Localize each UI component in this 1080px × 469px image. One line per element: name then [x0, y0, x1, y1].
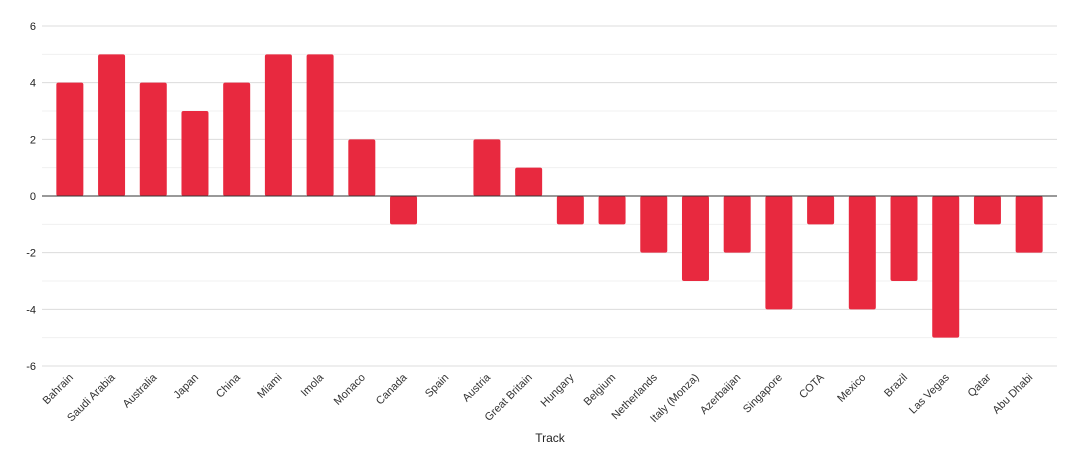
x-tick-label: Australia: [121, 371, 160, 410]
x-tick-label: Miami: [255, 372, 284, 401]
x-tick-label: Monaco: [332, 372, 368, 408]
bar[interactable]: [723, 196, 751, 253]
bar[interactable]: [515, 167, 543, 196]
bar[interactable]: [56, 82, 84, 196]
bar[interactable]: [473, 139, 501, 196]
bar[interactable]: [681, 196, 709, 281]
x-tick-label: Canada: [374, 371, 410, 407]
bar[interactable]: [932, 196, 960, 338]
x-tick-label: Las Vegas: [907, 371, 952, 416]
y-tick-label: 2: [30, 134, 36, 146]
bar[interactable]: [181, 111, 209, 196]
y-tick-label: 4: [30, 78, 36, 90]
y-tick-label: -2: [26, 248, 36, 260]
x-tick-label: Austria: [460, 371, 493, 404]
y-tick-label: 6: [30, 21, 36, 33]
y-tick-labels: -6 -4 -2 0 2 4 6: [26, 21, 36, 373]
gridlines: [42, 25, 1057, 367]
bar[interactable]: [98, 54, 126, 197]
bar[interactable]: [390, 196, 418, 225]
bar[interactable]: [765, 196, 793, 310]
bar[interactable]: [306, 54, 334, 197]
x-tick-label: Singapore: [741, 372, 785, 416]
bar[interactable]: [139, 82, 167, 196]
x-tick-label: Japan: [171, 372, 201, 402]
x-tick-label: Mexico: [835, 372, 868, 405]
bar[interactable]: [807, 196, 835, 225]
bar[interactable]: [1015, 196, 1043, 253]
bar[interactable]: [348, 139, 376, 196]
y-tick-label: -6: [26, 361, 36, 373]
x-tick-label: Imola: [299, 371, 327, 399]
x-tick-label: Abu Dhabi: [990, 372, 1035, 417]
x-tick-label: China: [214, 371, 243, 400]
bar[interactable]: [973, 196, 1001, 225]
x-tick-label: Spain: [423, 372, 451, 400]
bar[interactable]: [598, 196, 626, 225]
x-tick-label: Hungary: [539, 371, 577, 409]
y-tick-label: -4: [26, 304, 36, 316]
x-tick-label: Qatar: [966, 371, 994, 399]
bar[interactable]: [223, 82, 251, 196]
x-tick-label: Bahrain: [41, 372, 76, 407]
x-tick-label: Azerbaijan: [698, 372, 743, 417]
bar[interactable]: [556, 196, 584, 225]
x-axis-title: Track: [535, 431, 566, 445]
bar[interactable]: [848, 196, 876, 310]
x-tick-label: Belgium: [582, 372, 619, 409]
x-tick-label: COTA: [797, 371, 827, 401]
x-tick-label: Brazil: [882, 372, 910, 400]
y-tick-label: 0: [30, 191, 36, 203]
bars: [56, 54, 1043, 338]
bar[interactable]: [890, 196, 918, 281]
bar[interactable]: [640, 196, 668, 253]
bar[interactable]: [264, 54, 292, 197]
